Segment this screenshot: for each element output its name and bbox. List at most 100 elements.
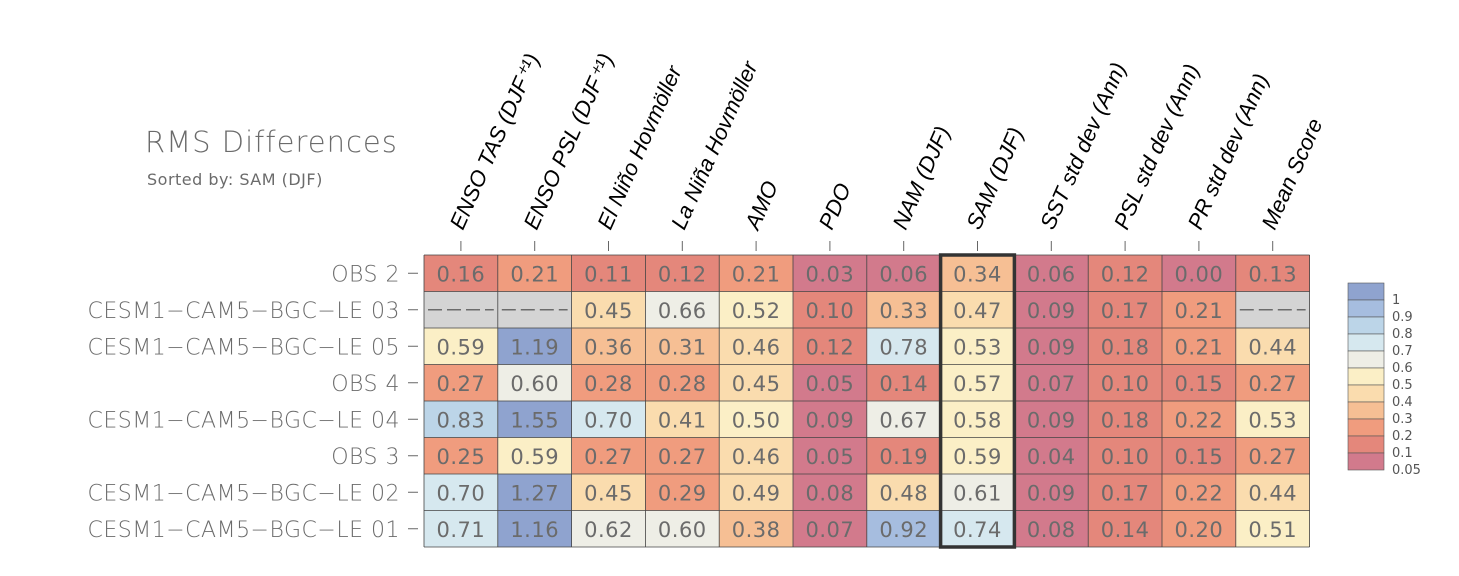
- heatmap-values: 0.16 0.21 0.11 0.12 0.21 0.03 0.06 0.34 0.06 0.12…: [428, 262, 1306, 542]
- heatmap-cell: [645, 437, 720, 474]
- cell-value-label: 0.59: [510, 445, 559, 469]
- cell-value-label: 0.48: [879, 481, 928, 505]
- column-labels: ENSO TAS (DJF⁺¹)ENSO PSL (DJF⁺¹)El Niño …: [445, 50, 1328, 251]
- cell-value-label: 0.58: [953, 408, 1002, 432]
- heatmap-cell: [719, 437, 793, 474]
- cell-value-label: 0.05: [806, 372, 855, 396]
- cell-value-label: 0.57: [953, 372, 1002, 396]
- cell-value-label: 1.55: [510, 408, 559, 432]
- cell-value-label: 0.52: [732, 299, 781, 323]
- column-label: PR std dev (Ann): [1183, 70, 1274, 233]
- cell-value-label: 0.46: [732, 335, 781, 359]
- column-label: SAM (DJF): [961, 124, 1028, 234]
- colorbar-legend: 1 0.9 0.8 0.7 0.6 0.5 0.4 0.3 0.2 0.1 0.05: [1347, 282, 1421, 478]
- heatmap-cell: [793, 437, 867, 474]
- heatmap-cell: [497, 255, 572, 292]
- cell-value-label: 0.78: [879, 335, 928, 359]
- colorbar-swatch: [1347, 384, 1385, 403]
- heatmap-cell: [497, 364, 572, 401]
- heatmap-cell: [1014, 364, 1089, 401]
- heatmap-cell: [497, 474, 572, 511]
- cell-value-label: 0.17: [1101, 481, 1150, 505]
- colorbar-swatch: [1347, 316, 1385, 335]
- cell-value-label: 0.14: [1101, 518, 1150, 542]
- cell-value-label: 0.27: [1248, 445, 1297, 469]
- cell-value-label: 0.49: [732, 481, 781, 505]
- heatmap-cell: [645, 364, 720, 401]
- heatmap-cell: [1235, 255, 1310, 292]
- heatmap-cell: [719, 474, 793, 511]
- heatmap-cell: [1014, 474, 1089, 511]
- cell-value-label: 0.38: [732, 518, 781, 542]
- heatmap-cell: [719, 510, 793, 547]
- heatmap-cell: [1162, 255, 1236, 292]
- heatmap-cell: [1088, 291, 1162, 328]
- heatmap-cell: [1235, 510, 1310, 547]
- cell-value-label: 0.28: [658, 372, 707, 396]
- cell-value-label: 0.47: [953, 299, 1002, 323]
- cell-value-label: 0.67: [879, 408, 928, 432]
- heatmap-cell: [866, 437, 941, 474]
- colorbar-swatch: [1347, 350, 1385, 369]
- colorbar-label: 0.2: [1392, 429, 1413, 444]
- cell-value-label: 0.70: [437, 481, 486, 505]
- cell-value-label: 1.16: [510, 518, 559, 542]
- column-label: NAM (DJF): [887, 122, 955, 233]
- heatmap-cell: [793, 510, 867, 547]
- column-label: PDO: [814, 179, 856, 233]
- cell-value-label: 0.46: [732, 445, 781, 469]
- heatmap-cell: [1162, 401, 1236, 438]
- cell-value-label: 1.19: [510, 335, 559, 359]
- cell-value-label: 0.34: [953, 262, 1002, 286]
- heatmap-cell: [793, 328, 867, 365]
- heatmap-cell: [1014, 401, 1089, 438]
- heatmap-cell: [940, 401, 1015, 438]
- colorbar-swatch: [1347, 401, 1385, 420]
- heatmap-cell: [645, 401, 720, 438]
- cell-value-label: 0.03: [806, 262, 855, 286]
- cell-value-label: 0.21: [510, 262, 559, 286]
- cell-value-label: 0.09: [1027, 481, 1076, 505]
- heatmap-cell: [1014, 437, 1089, 474]
- heatmap-cell: [866, 364, 941, 401]
- cell-value-label: 0.33: [879, 299, 928, 323]
- heatmap-cell: [1088, 474, 1162, 511]
- heatmap-cell: [424, 364, 498, 401]
- cell-value-label: 0.09: [1027, 335, 1076, 359]
- cell-value-label: 0.59: [437, 335, 486, 359]
- heatmap-cell: [645, 328, 720, 365]
- heatmap-cell: [719, 291, 793, 328]
- heatmap-cell: [1162, 291, 1236, 328]
- cell-value-label: 0.45: [732, 372, 781, 396]
- cell-value-label: 0.25: [437, 445, 486, 469]
- cell-value-label: 0.61: [953, 481, 1002, 505]
- heatmap-cell: [719, 364, 793, 401]
- column-label: AMO: [739, 177, 783, 235]
- cell-value-label: 0.70: [584, 408, 633, 432]
- cell-value-label: 0.04: [1027, 445, 1076, 469]
- heatmap-cell: [424, 437, 498, 474]
- heatmap-cell: [1162, 510, 1236, 547]
- cell-value-label: 0.19: [879, 445, 928, 469]
- heatmap-cell: [424, 328, 498, 365]
- colorbar-swatch: [1347, 418, 1385, 437]
- heatmap-cell: [940, 328, 1015, 365]
- heatmap-cell: [571, 291, 646, 328]
- colorbar-label: 0.7: [1392, 344, 1413, 359]
- cell-value-label: 0.10: [806, 299, 855, 323]
- colorbar-swatch: [1347, 282, 1385, 301]
- heatmap-cell: [866, 401, 941, 438]
- cell-value-label: 0.28: [584, 372, 633, 396]
- colorbar-swatch: [1347, 299, 1385, 318]
- cell-value-label: 0.05: [806, 445, 855, 469]
- heatmap-cell: [1014, 328, 1089, 365]
- colorbar-label: 0.1: [1392, 446, 1413, 461]
- heatmap-cell: [866, 474, 941, 511]
- heatmap-cell: [793, 401, 867, 438]
- heatmap-cell: [940, 510, 1015, 547]
- cell-value-label: 0.21: [732, 262, 781, 286]
- heatmap-cell: [793, 255, 867, 292]
- cell-value-label: 0.27: [584, 445, 633, 469]
- heatmap-cell: [424, 474, 498, 511]
